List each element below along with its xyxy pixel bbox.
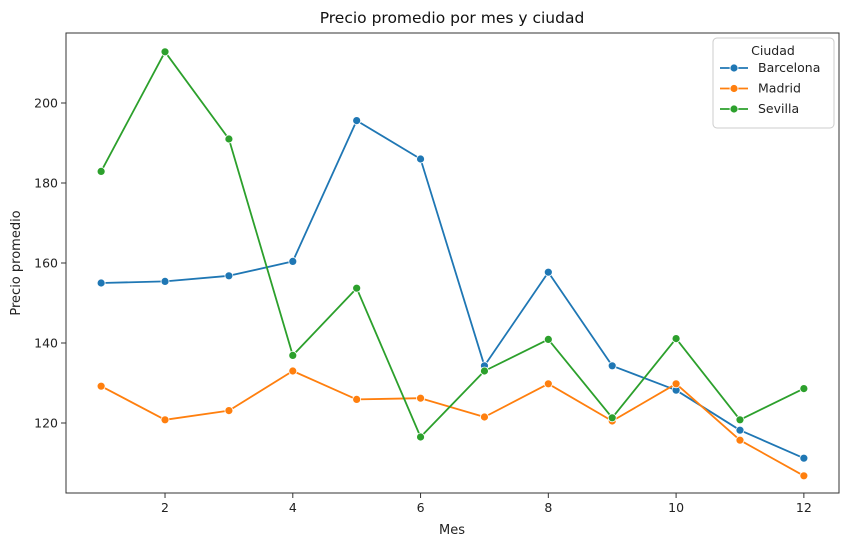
data-point — [224, 406, 234, 416]
y-tick-label: 180 — [34, 176, 58, 191]
data-point — [543, 334, 553, 344]
data-point — [735, 435, 745, 445]
data-point — [224, 134, 234, 144]
legend-marker — [729, 104, 739, 114]
series-line — [100, 50, 805, 438]
data-point — [352, 283, 362, 293]
x-tick-label: 4 — [289, 500, 297, 515]
data-point — [416, 393, 425, 403]
series-madrid — [96, 366, 809, 481]
x-tick-label: 6 — [417, 500, 425, 515]
data-point — [671, 334, 681, 344]
series-line — [101, 119, 805, 460]
y-tick-label: 120 — [34, 416, 58, 431]
legend-label: Barcelona — [758, 60, 820, 75]
y-tick-label: 200 — [34, 96, 58, 111]
y-tick-label: 160 — [34, 256, 58, 271]
x-tick-label: 12 — [796, 500, 812, 515]
data-point — [224, 271, 234, 281]
data-point — [288, 256, 298, 266]
y-axis: 120 140 160 180 200 — [34, 96, 66, 431]
data-point — [543, 379, 553, 389]
legend-items: Barcelona Madrid Sevilla — [720, 60, 820, 116]
legend: Ciudad Barcelona Madrid Sevilla — [712, 37, 835, 129]
data-point — [480, 412, 489, 422]
data-point — [160, 47, 170, 57]
x-axis-label: Mes — [439, 523, 465, 538]
data-point — [799, 471, 809, 481]
legend-marker — [729, 63, 739, 73]
y-axis-label: Precio promedio — [9, 210, 24, 315]
data-point — [735, 415, 745, 425]
data-point — [288, 366, 298, 376]
data-point — [543, 267, 553, 277]
data-point — [480, 366, 489, 376]
data-point — [288, 350, 298, 360]
legend-label: Madrid — [758, 81, 801, 96]
legend-title: Ciudad — [751, 43, 795, 58]
data-point — [799, 384, 809, 394]
chart-title: Precio promedio por mes y ciudad — [320, 9, 585, 27]
x-tick-label: 8 — [544, 500, 552, 515]
data-point — [96, 166, 106, 176]
x-axis: 2 4 6 8 10 12 — [161, 493, 812, 515]
legend-item-barcelona: Barcelona — [720, 60, 820, 75]
plot-area — [96, 47, 809, 481]
series-line — [100, 370, 805, 477]
data-point — [160, 415, 170, 425]
legend-box — [712, 37, 835, 129]
legend-label: Sevilla — [758, 101, 799, 116]
y-tick-label: 140 — [34, 336, 58, 351]
legend-item-madrid: Madrid — [720, 81, 801, 96]
data-point — [352, 116, 362, 125]
x-tick-label: 2 — [161, 500, 169, 515]
data-point — [96, 381, 106, 391]
data-point — [416, 432, 425, 442]
data-point — [96, 278, 106, 288]
data-point — [735, 425, 745, 435]
data-point — [607, 413, 617, 423]
data-point — [416, 154, 425, 164]
data-point — [160, 276, 170, 286]
data-point — [671, 379, 681, 389]
data-point — [799, 453, 809, 463]
series-sevilla — [96, 47, 809, 442]
series-barcelona — [96, 116, 809, 463]
legend-marker — [729, 84, 739, 93]
legend-item-sevilla: Sevilla — [720, 101, 799, 116]
x-tick-label: 10 — [668, 500, 684, 515]
data-point — [352, 394, 362, 404]
data-point — [607, 361, 617, 371]
